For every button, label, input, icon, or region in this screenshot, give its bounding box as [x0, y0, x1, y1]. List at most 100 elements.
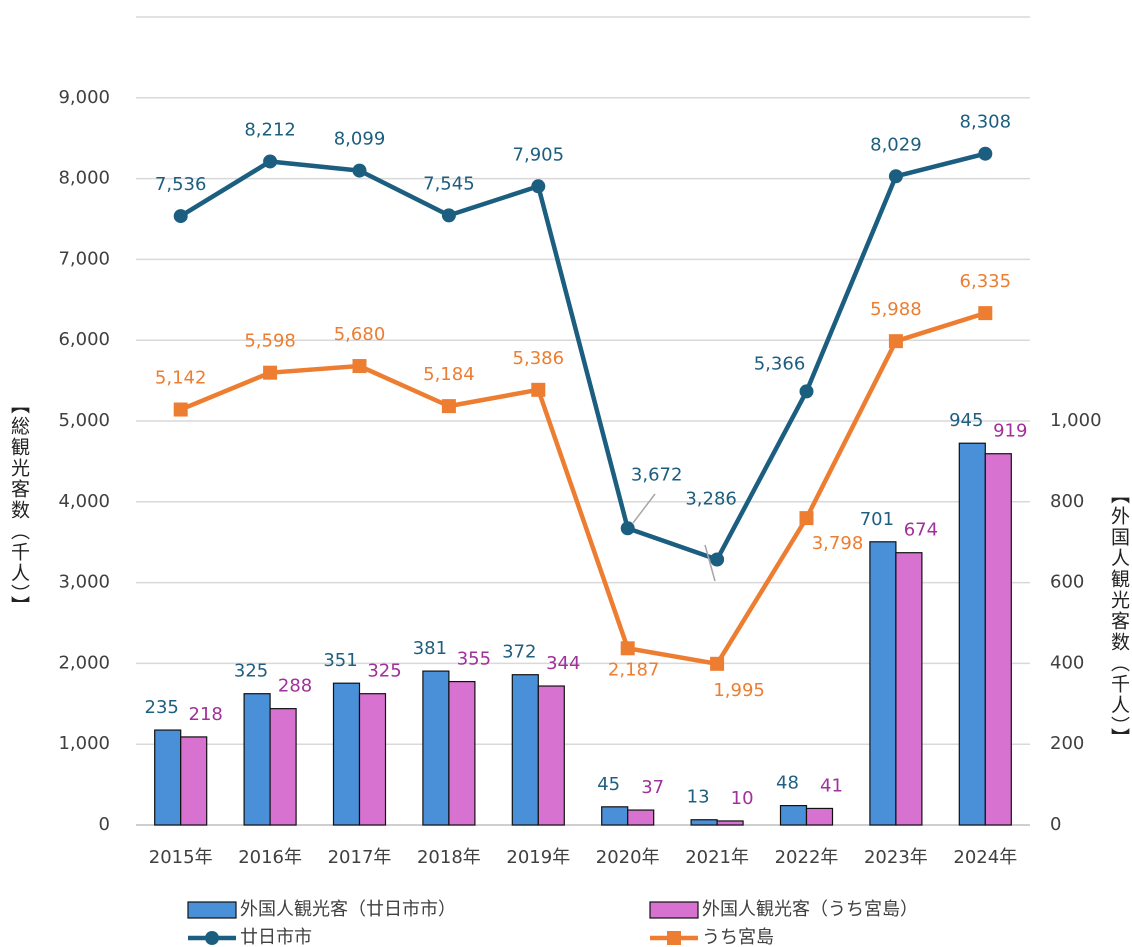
marker [978, 306, 993, 321]
bar-label: 288 [278, 676, 312, 697]
legend-swatch [187, 901, 237, 919]
marker [173, 209, 188, 224]
leader-line [632, 493, 656, 524]
data-label: 5,598 [244, 331, 296, 352]
bar-label: 945 [949, 410, 983, 431]
x-tick-label: 2015年 [149, 847, 213, 868]
bar-label: 325 [234, 661, 268, 682]
bar-label: 381 [413, 638, 447, 659]
bar [716, 820, 744, 826]
bar-label: 919 [993, 421, 1027, 442]
legend-label: 廿日市市 [240, 927, 312, 947]
bar-label: 218 [189, 704, 223, 725]
data-label: 3,672 [631, 464, 683, 485]
x-tick-label: 2023年 [864, 847, 928, 868]
legend-label: 外国人観光客（うち宮島） [702, 899, 918, 920]
data-label: 7,545 [423, 173, 475, 194]
bar [154, 729, 182, 826]
x-tick-label: 2019年 [506, 847, 570, 868]
bar [895, 552, 923, 826]
data-label: 7,536 [155, 174, 207, 195]
y-tick-label: 2,000 [58, 652, 110, 673]
x-tick-label: 2024年 [953, 847, 1017, 868]
data-label: 5,366 [754, 353, 806, 374]
marker [888, 169, 903, 184]
x-tick-label: 2018年 [417, 847, 481, 868]
x-tick-label: 2022年 [775, 847, 839, 868]
legend-swatch [649, 901, 699, 919]
data-label: 3,286 [685, 488, 737, 509]
bar [779, 805, 808, 826]
y-tick-label: 8,000 [58, 168, 110, 189]
y-tick-label: 5,000 [58, 410, 110, 431]
marker [441, 399, 456, 414]
bar-label: 41 [820, 775, 843, 796]
y2-tick-label: 1,000 [1050, 410, 1102, 431]
bar-label: 10 [731, 788, 754, 809]
bar-label: 235 [145, 697, 179, 718]
data-label: 5,680 [334, 324, 386, 345]
bar [690, 819, 718, 826]
y-tick-label: 9,000 [58, 87, 110, 108]
marker [531, 382, 546, 397]
marker [173, 402, 188, 417]
bar [627, 809, 655, 826]
bar [269, 708, 297, 826]
data-label: 8,099 [334, 129, 386, 150]
bar [537, 685, 565, 826]
bar [869, 541, 897, 826]
y-tick-label: 3,000 [58, 572, 110, 593]
marker [352, 359, 367, 374]
marker [978, 146, 993, 161]
bar-label: 351 [323, 650, 357, 671]
marker [799, 511, 814, 526]
x-tick-label: 2021年 [685, 847, 749, 868]
x-tick-label: 2020年 [596, 847, 660, 868]
bar-label: 372 [502, 642, 536, 663]
bar-label: 13 [687, 787, 710, 808]
bar-label: 355 [457, 649, 491, 670]
bar [958, 442, 986, 826]
data-label: 1,995 [713, 680, 765, 701]
marker [710, 552, 725, 567]
bar-label: 48 [776, 773, 799, 794]
bar-label: 674 [904, 520, 938, 541]
data-label: 2,187 [608, 659, 660, 680]
legend-label: 外国人観光客（廿日市市） [240, 899, 456, 920]
legend-marker [667, 931, 681, 945]
bar [180, 736, 208, 826]
marker [799, 384, 814, 399]
bar [984, 453, 1012, 826]
y2-tick-label: 600 [1050, 572, 1084, 593]
y-tick-label: 0 [99, 814, 110, 835]
bar-label: 701 [860, 509, 894, 530]
y-tick-label: 1,000 [58, 733, 110, 754]
data-label: 5,386 [513, 348, 565, 369]
marker [710, 656, 725, 671]
line [179, 151, 986, 562]
marker [531, 179, 546, 194]
y-axis-title: 【総観光客数（千人）】 [8, 395, 30, 617]
marker [263, 365, 278, 380]
bar-label: 344 [546, 653, 580, 674]
y-tick-label: 7,000 [58, 248, 110, 269]
bar [243, 693, 271, 826]
data-label: 7,905 [513, 144, 565, 165]
marker [441, 208, 456, 223]
data-label: 5,988 [870, 299, 922, 320]
x-tick-label: 2016年 [238, 847, 302, 868]
bar [448, 680, 476, 826]
data-label: 5,142 [155, 368, 207, 389]
legend-marker [205, 931, 219, 945]
marker [620, 521, 635, 536]
legend-label: うち宮島 [702, 927, 774, 947]
marker [888, 334, 903, 349]
data-label: 6,335 [960, 271, 1012, 292]
y2-tick-label: 0 [1050, 814, 1061, 835]
data-label: 8,212 [244, 119, 296, 140]
bar-label: 45 [597, 774, 620, 795]
bar [422, 670, 450, 826]
line [179, 310, 986, 667]
